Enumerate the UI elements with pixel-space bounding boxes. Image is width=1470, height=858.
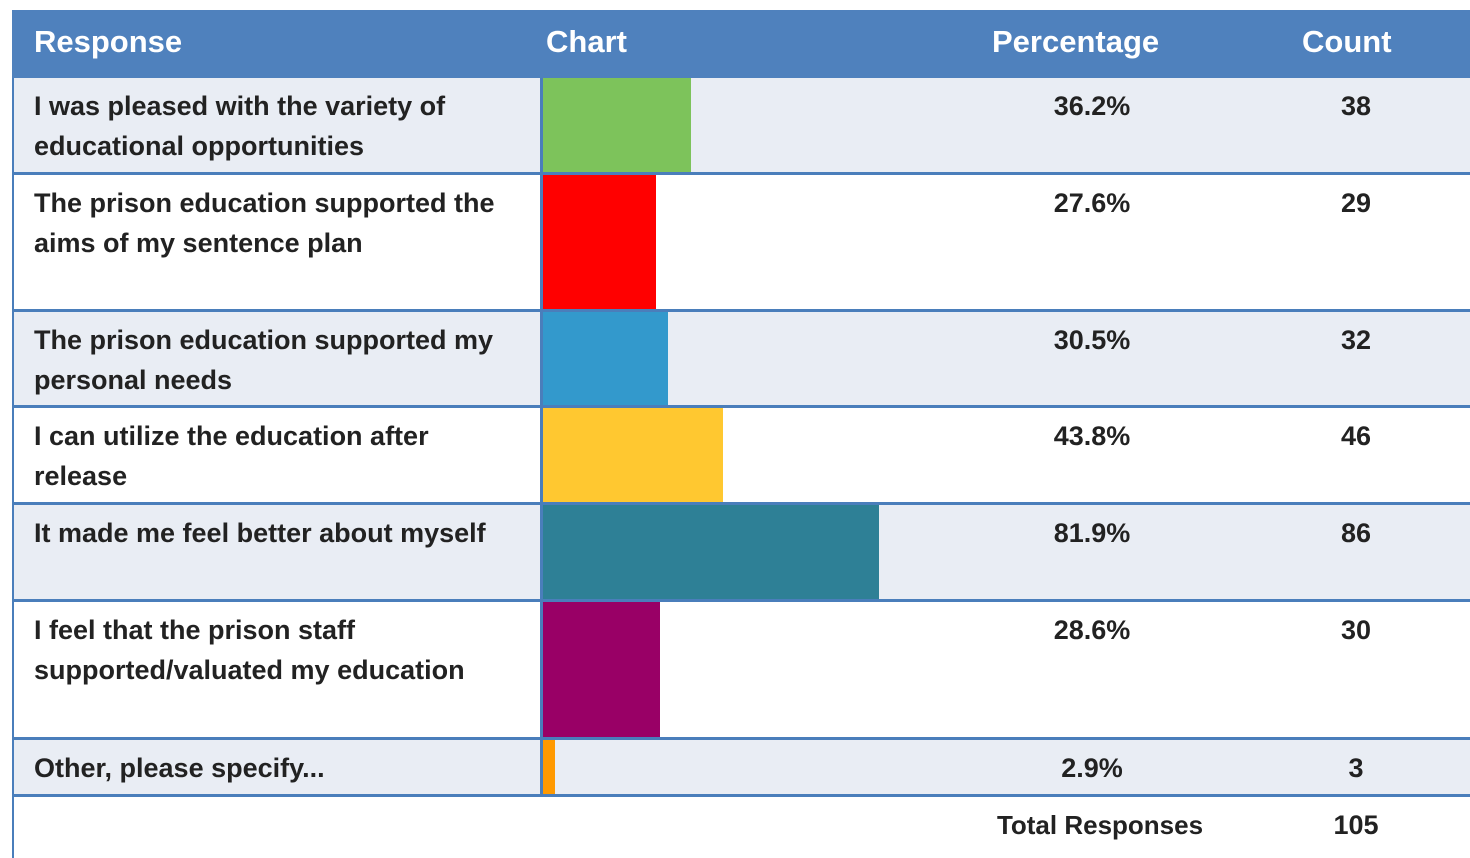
bar [543,505,879,599]
cell-divider [540,505,543,602]
cell-divider [540,740,543,797]
response-label: The prison education supported the aims … [34,188,495,258]
bar [543,408,723,502]
percentage-label: 30.5% [1053,325,1131,355]
cell-divider [540,602,543,740]
response-label: It made me feel better about myself [34,518,486,548]
row-background [14,78,1470,175]
response-label: Other, please specify... [34,753,325,783]
total-label: Total Responses [996,810,1204,840]
row-background [14,602,1470,740]
header-percentage: Percentage [992,24,1160,59]
cell-divider [540,78,543,175]
row-background [14,312,1470,408]
percentage-label: 2.9% [1061,753,1123,783]
count-label: 38 [1340,91,1372,121]
count-label: 86 [1340,518,1372,548]
row-background [14,175,1470,312]
percentage-label: 36.2% [1053,91,1131,121]
survey-table [12,10,1470,858]
cell-divider [540,312,543,408]
percentage-label: 27.6% [1053,188,1131,218]
count-label: 32 [1340,325,1372,355]
count-label: 3 [1348,753,1364,783]
response-label: The prison education supported my person… [34,325,494,395]
bar [543,312,669,405]
row-background [14,408,1470,505]
percentage-label: 28.6% [1053,615,1131,645]
bar [543,78,692,172]
cell-divider [540,408,543,505]
percentage-label: 43.8% [1053,421,1131,451]
count-label: 30 [1340,615,1372,645]
header-response: Response [34,24,183,59]
response-label: I feel that the prison staff supported/v… [34,615,465,685]
count-label: 29 [1340,188,1372,218]
response-label: I was pleased with the variety of educat… [34,91,446,161]
cell-divider [540,175,543,312]
bar [543,740,555,794]
header-count: Count [1302,24,1392,59]
bar [543,602,661,737]
total-count: 105 [1333,810,1379,840]
header-row [12,10,1470,78]
response-label: I can utilize the education after releas… [34,421,429,491]
percentage-label: 81.9% [1053,518,1131,548]
bar [543,175,657,309]
row-background [14,740,1470,797]
count-label: 46 [1340,421,1372,451]
header-chart: Chart [546,24,627,59]
